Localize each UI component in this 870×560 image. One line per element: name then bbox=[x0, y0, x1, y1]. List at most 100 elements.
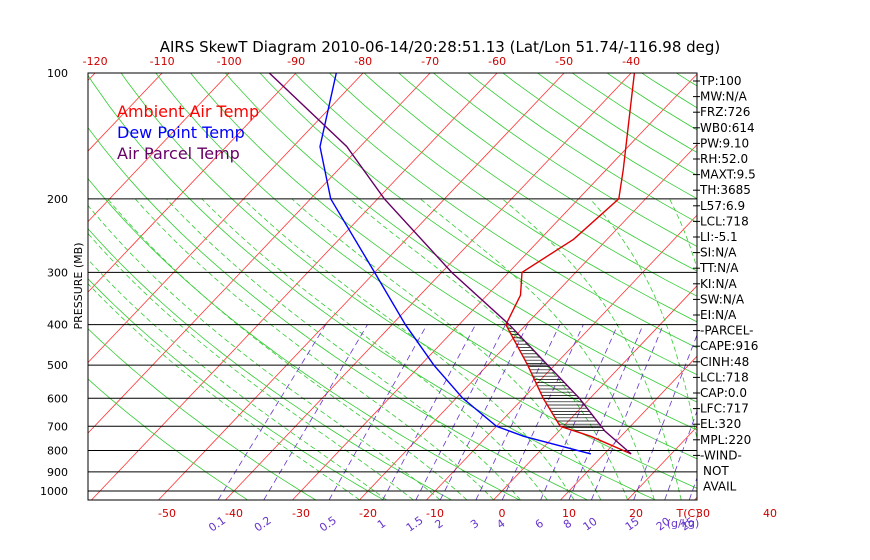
dry-adiabat-line bbox=[764, 64, 870, 500]
temp-top-tick-label: -120 bbox=[83, 55, 108, 68]
parcel-index-item: CAP:0.0 bbox=[700, 386, 747, 400]
moist-adiabat-line bbox=[88, 258, 387, 500]
legend-entry: Ambient Air Temp bbox=[117, 102, 259, 121]
dry-adiabat-line bbox=[502, 73, 697, 200]
isotherm-line bbox=[225, 73, 632, 500]
moist-adiabat-line bbox=[242, 198, 575, 500]
index-item: SI:N/A bbox=[700, 246, 737, 260]
temp-top-tick-label: -80 bbox=[354, 55, 372, 68]
legend: Ambient Air Temp Dew Point Temp Air Parcel… bbox=[117, 102, 259, 163]
moist-adiabat-line bbox=[201, 198, 548, 500]
moist-adiabat-line bbox=[107, 198, 468, 500]
index-item: EI:N/A bbox=[700, 308, 737, 322]
temp-top-tick-label: -40 bbox=[622, 55, 640, 68]
mixing-ratio-line bbox=[263, 324, 368, 500]
series-line-dew-point-temp bbox=[319, 73, 592, 455]
profile-lines bbox=[268, 73, 636, 455]
dry-adiabat-line bbox=[398, 73, 697, 272]
dry-adiabat-line bbox=[120, 73, 697, 489]
dry-adiabat-line bbox=[88, 278, 384, 500]
isotherm-line bbox=[829, 64, 870, 500]
pressure-tick-label: 100 bbox=[47, 67, 68, 80]
temp-top-tick-label: -60 bbox=[488, 55, 506, 68]
pressure-tick-label: 300 bbox=[47, 266, 68, 279]
series-line-ambient-air-temp bbox=[505, 73, 636, 455]
pressure-tick-label: 1000 bbox=[40, 485, 68, 498]
parcel-index-item: CAPE:916 bbox=[700, 339, 758, 353]
index-item: WB0:614 bbox=[700, 121, 755, 135]
temp-bottom-tick-label: 30 bbox=[696, 507, 710, 520]
moist-adiabat-line bbox=[88, 232, 414, 500]
mixing-ratio-line bbox=[633, 333, 697, 500]
isotherm-line bbox=[88, 73, 364, 364]
isotherm-line bbox=[158, 73, 565, 500]
plot-grid bbox=[88, 64, 870, 500]
temp-top-tick-label: -110 bbox=[150, 55, 175, 68]
temp-bottom-tick-label: -10 bbox=[426, 507, 444, 520]
wind-note: AVAIL bbox=[703, 480, 737, 494]
isotherm-line bbox=[359, 144, 697, 500]
mixing-ratio-tick-label: 1.5 bbox=[404, 514, 426, 535]
dry-adiabat-line bbox=[88, 228, 452, 500]
dry-adiabat-line bbox=[88, 378, 248, 500]
chart-title: AIRS SkewT Diagram 2010-06-14/20:28:51.1… bbox=[160, 38, 721, 56]
temp-bottom-tick-label: 40 bbox=[763, 507, 777, 520]
mixing-ratio-tick-label: 3 bbox=[468, 517, 481, 532]
legend-entry: Dew Point Temp bbox=[117, 123, 245, 142]
moist-adiabat-line bbox=[419, 198, 655, 500]
mixing-ratio-line bbox=[217, 324, 327, 500]
mixing-ratio-line bbox=[415, 324, 506, 500]
temp-bottom-tick-label: -30 bbox=[292, 507, 310, 520]
index-item: SW:N/A bbox=[700, 292, 745, 306]
pressure-tick-label: 500 bbox=[47, 359, 68, 372]
isotherm-line bbox=[88, 73, 230, 223]
index-item: MAXT:9.5 bbox=[700, 168, 756, 182]
index-item: TP:100 bbox=[699, 74, 742, 88]
temp-bottom-tick-label: -40 bbox=[225, 507, 243, 520]
parcel-index-item: CINH:48 bbox=[700, 355, 749, 369]
mixing-ratio-line bbox=[328, 324, 428, 500]
mixing-ratio-line bbox=[501, 324, 584, 500]
moist-adiabat-line bbox=[88, 204, 441, 500]
parcel-header: -PARCEL- bbox=[700, 324, 754, 338]
dry-adiabat-line bbox=[88, 328, 316, 500]
pressure-tick-label: 700 bbox=[47, 420, 68, 433]
moist-adiabat-line bbox=[166, 198, 521, 500]
temp-bottom-tick-label: 0 bbox=[499, 507, 506, 520]
index-item: L57:6.9 bbox=[700, 199, 745, 213]
mixing-ratio-unit-label: (g/kg) bbox=[667, 517, 700, 530]
dry-adiabat-line bbox=[294, 73, 697, 349]
isotherm-line bbox=[88, 73, 431, 434]
dry-adiabat-line bbox=[328, 73, 697, 323]
y-axis-label: PRESSURE (MB) bbox=[72, 243, 85, 330]
mixing-ratio-tick-label: 10 bbox=[581, 515, 600, 534]
parcel-index-item: LCL:718 bbox=[700, 370, 749, 384]
isotherm-line bbox=[292, 73, 697, 500]
dry-adiabat-line bbox=[259, 73, 697, 376]
index-item: RH:52.0 bbox=[700, 152, 748, 166]
mixing-ratio-tick-label: 4 bbox=[494, 517, 507, 532]
plot-frame bbox=[87, 72, 698, 501]
mixing-ratio-line bbox=[540, 324, 619, 500]
moist-adiabat-line bbox=[291, 198, 602, 500]
dry-adiabat-line bbox=[799, 64, 870, 500]
index-item: LCL:718 bbox=[700, 214, 749, 228]
pressure-tick-label: 800 bbox=[47, 444, 68, 457]
wind-note: NOT bbox=[703, 464, 729, 478]
series-line-air-parcel-temp bbox=[268, 73, 632, 455]
index-item: PW:9.10 bbox=[700, 136, 749, 150]
dry-adiabat-line bbox=[432, 73, 697, 247]
pressure-tick-label: 900 bbox=[47, 466, 68, 479]
dry-adiabat-line bbox=[224, 73, 697, 403]
mixing-ratio-line bbox=[382, 324, 476, 500]
mixing-ratio-line bbox=[475, 324, 561, 500]
index-item: TT:N/A bbox=[699, 261, 739, 275]
dry-adiabat-line bbox=[363, 73, 697, 297]
isotherm-line bbox=[88, 73, 297, 293]
parcel-index-item: LFC:717 bbox=[700, 402, 749, 416]
mixing-ratio-tick-label: 0.5 bbox=[317, 514, 339, 535]
parcel-index-item: MPL:220 bbox=[700, 433, 751, 447]
temp-top-tick-label: -70 bbox=[421, 55, 439, 68]
